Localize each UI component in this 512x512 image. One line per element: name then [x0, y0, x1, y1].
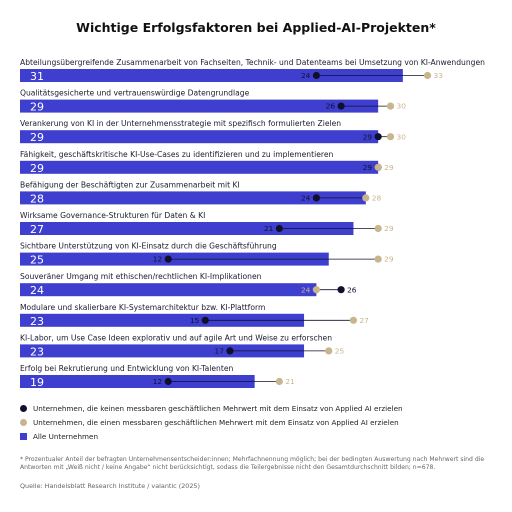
dark-point — [374, 133, 382, 141]
bar-value-label: 24 — [30, 284, 44, 297]
dark-point — [226, 347, 234, 355]
bar-chart: Abteilungsübergreifende Zusammenarbeit v… — [20, 58, 485, 389]
bar-value-label: 29 — [30, 162, 44, 175]
dark-point-label: 26 — [347, 285, 357, 294]
legend-item-no-value: Unternehmen, die keinen messbaren geschä… — [20, 404, 403, 413]
bar-value-label: 28 — [30, 192, 44, 205]
tan-point — [423, 71, 432, 80]
dark-point — [312, 194, 320, 202]
legend-label-all: Alle Unternehmen — [33, 432, 99, 441]
bar — [20, 191, 366, 205]
dark-point — [164, 377, 172, 386]
bar-square-icon — [20, 433, 27, 440]
bar-value-label: 25 — [30, 254, 44, 267]
tan-point-label: 33 — [434, 71, 444, 80]
tan-point — [374, 224, 382, 233]
tan-point-label: 28 — [372, 194, 382, 203]
tan-point — [374, 255, 382, 263]
dark-point-label: 24 — [301, 194, 311, 203]
bar-value-label: 23 — [30, 315, 44, 328]
source-note: Quelle: Handelsblatt Research Institute … — [20, 482, 200, 490]
dark-point — [312, 71, 320, 80]
category-label: Qualitätsgesicherte und vertrauenswürdig… — [20, 89, 250, 98]
category-label: Wirksame Governance-Strukturen für Daten… — [20, 211, 205, 220]
dark-point-label: 12 — [153, 377, 162, 386]
dark-point — [275, 224, 283, 233]
dark-point — [201, 316, 209, 324]
tan-point-label: 25 — [335, 347, 345, 356]
legend-item-all: Alle Unternehmen — [20, 432, 98, 441]
tan-dot-icon — [20, 419, 27, 426]
legend-label-no-value: Unternehmen, die keinen messbaren geschä… — [33, 404, 403, 413]
bar-value-label: 19 — [30, 376, 44, 389]
tan-point — [374, 163, 382, 171]
legend-label-value: Unternehmen, die einen messbaren geschäf… — [33, 418, 399, 427]
tan-point-label: 29 — [384, 224, 394, 233]
bar — [20, 344, 305, 358]
dark-point-label: 15 — [190, 316, 200, 325]
bar-value-label: 29 — [30, 101, 44, 114]
tan-point-label: 29 — [384, 255, 394, 264]
category-label: Verankerung von KI in der Unternehmensst… — [20, 119, 341, 128]
bar — [20, 283, 317, 297]
tan-point — [349, 316, 358, 324]
dark-point-label: 29 — [363, 132, 373, 141]
dark-point-label: 26 — [326, 102, 336, 111]
tan-point — [325, 347, 333, 355]
dark-dot-icon — [20, 405, 27, 412]
tan-point-label: 27 — [359, 316, 369, 325]
bar — [20, 130, 379, 144]
legend-item-value: Unternehmen, die einen messbaren geschäf… — [20, 418, 399, 427]
category-label: Erfolg bei Rekrutierung und Entwicklung … — [20, 364, 233, 373]
tan-point — [312, 286, 320, 294]
dark-point-label: 12 — [153, 255, 162, 264]
tan-point — [275, 377, 283, 386]
dark-point — [164, 255, 172, 263]
bar — [20, 375, 255, 388]
tan-point-label: 30 — [397, 102, 407, 111]
bar-value-label: 27 — [30, 223, 44, 236]
category-label: Modulare und skalierbare KI-Systemarchit… — [20, 303, 265, 312]
dark-point-label: 29 — [363, 163, 373, 172]
dark-point-label: 21 — [264, 224, 274, 233]
tan-point-label: 21 — [285, 377, 295, 386]
tan-point — [386, 102, 395, 110]
bar-value-label: 31 — [30, 70, 44, 83]
dark-point — [337, 286, 345, 294]
tan-point — [386, 133, 395, 141]
category-label: KI-Labor, um Use Case Ideen explorativ u… — [20, 333, 332, 342]
tan-point-label: 29 — [384, 163, 394, 172]
bar-value-label: 23 — [30, 345, 44, 358]
chart-title: Wichtige Erfolgsfaktoren bei Applied-AI-… — [76, 20, 436, 35]
tan-point — [362, 194, 370, 202]
bar-value-label: 29 — [30, 131, 44, 144]
category-label: Abteilungsübergreifende Zusammenarbeit v… — [20, 58, 485, 67]
tan-point-label: 30 — [397, 132, 407, 141]
bar — [20, 313, 305, 327]
bar — [20, 160, 379, 174]
bar — [20, 69, 403, 82]
bar — [20, 99, 379, 113]
dark-point-label: 24 — [301, 71, 311, 80]
footnote: * Prozentualer Anteil der befragten Unte… — [20, 456, 485, 472]
category-label: Fähigkeit, geschäftskritische KI-Use-Cas… — [20, 150, 333, 159]
bar — [20, 222, 354, 235]
category-label: Befähigung der Beschäftigten zur Zusamme… — [20, 180, 240, 189]
dark-point — [337, 102, 345, 110]
tan-point-label: 24 — [301, 285, 311, 294]
dark-point-label: 17 — [215, 347, 225, 356]
category-label: Souveräner Umgang mit ethischen/rechtlic… — [20, 272, 262, 281]
category-label: Sichtbare Unterstützung von KI-Einsatz d… — [20, 242, 277, 251]
